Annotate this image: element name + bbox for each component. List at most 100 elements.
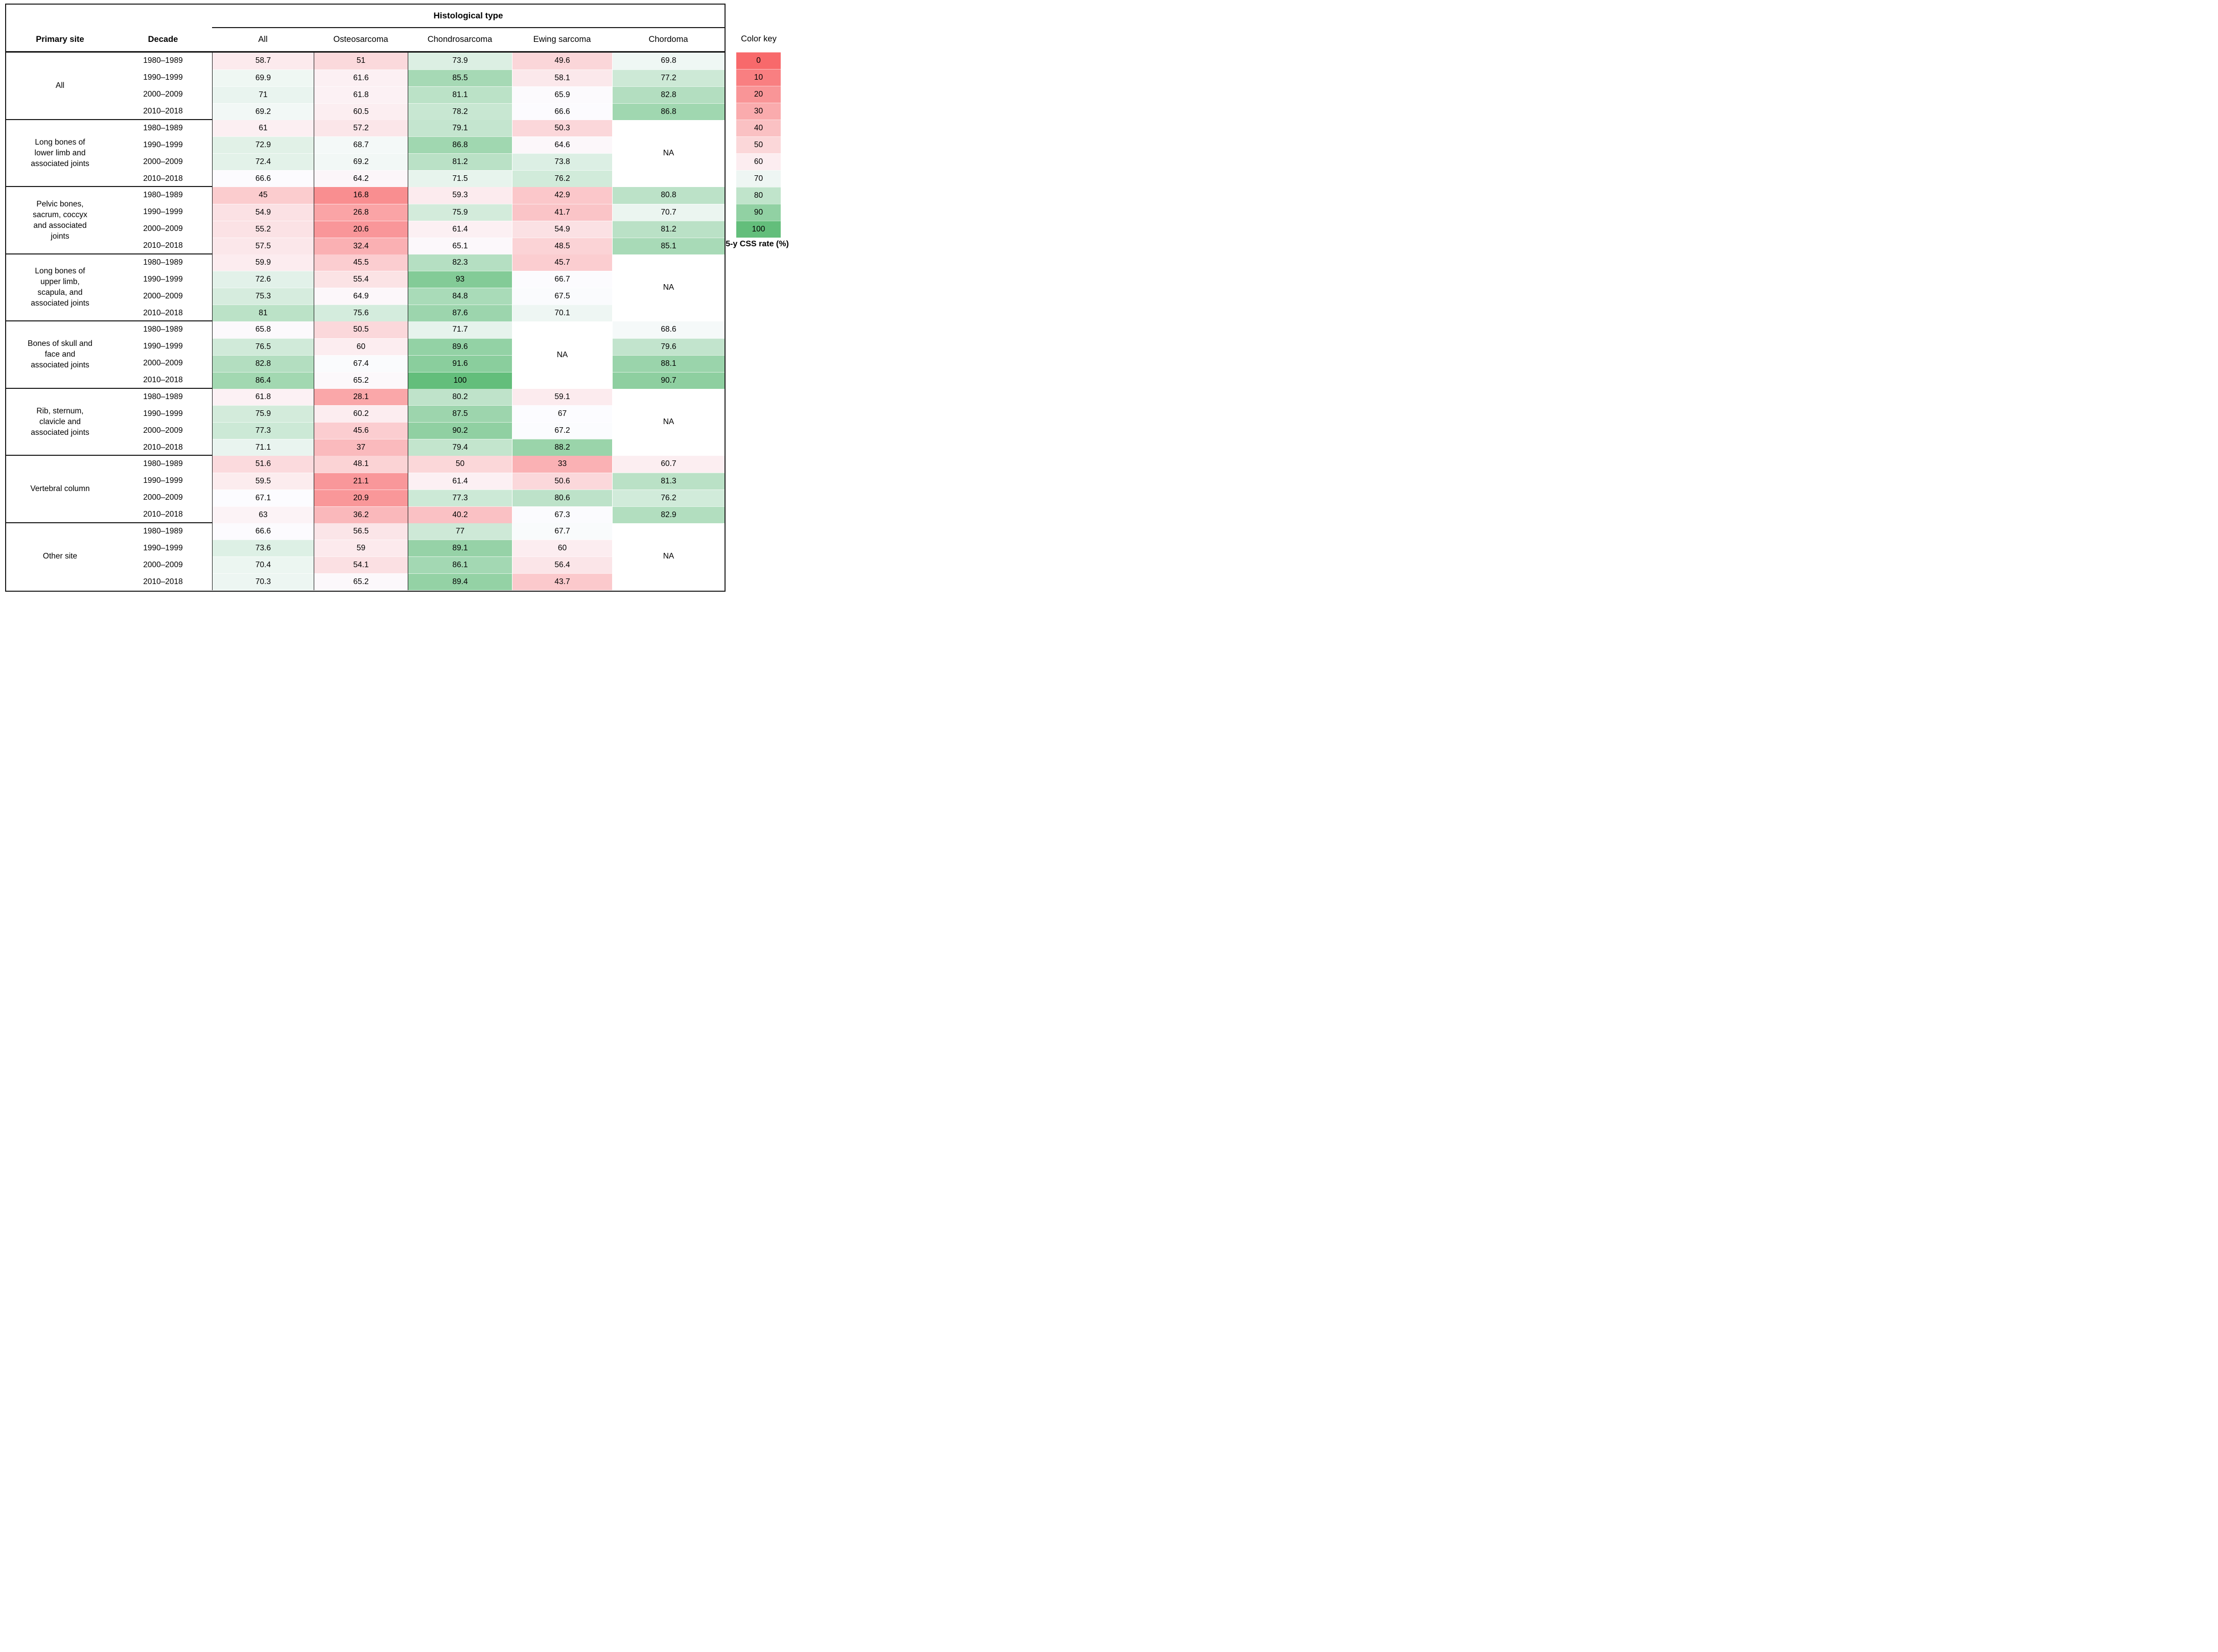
value-cell: 59 (314, 540, 408, 557)
value-cell: 84.8 (408, 288, 512, 305)
value-cell: 51 (314, 53, 408, 69)
site-group-vertebral-column: Vertebral column 1980–1989 1990–1999 2000–2… (6, 456, 725, 523)
value-cell: 59.5 (213, 472, 314, 490)
site-group-pelvic-bones: Pelvic bones, sacrum, coccyx and associa… (6, 187, 725, 254)
decade-cell: 1990–1999 (114, 203, 212, 221)
value-cell: 66.6 (213, 523, 314, 540)
column-osteosarcoma: 48.1 21.1 20.9 36.2 (314, 456, 408, 523)
value-cell: 72.4 (213, 153, 314, 171)
value-cell: 79.4 (408, 439, 512, 456)
decade-cell: 1990–1999 (114, 271, 212, 288)
decade-cell: 2000–2009 (114, 288, 212, 305)
value-cell: 68.6 (613, 321, 725, 338)
value-cell: 61.8 (314, 86, 408, 103)
value-cell: 67.7 (512, 523, 612, 540)
column-chondrosarcoma: 59.3 75.9 61.4 65.1 (408, 187, 512, 254)
decade-cell: 2000–2009 (114, 220, 212, 238)
value-cell: 70.3 (213, 573, 314, 590)
value-cell: 87.5 (408, 405, 512, 423)
value-cell: 65.8 (213, 321, 314, 338)
value-cell: 82.8 (613, 86, 725, 103)
value-cell: 77.2 (613, 69, 725, 86)
site-group-bones-of-skull-and: Bones of skull and face and associated j… (6, 321, 725, 389)
color-key-caption: 5-y CSS rate (%) (726, 240, 789, 248)
column-osteosarcoma: 50.5 60 67.4 65.2 (314, 321, 408, 389)
value-cell: 82.9 (613, 506, 725, 523)
color-key-cell: 70 (736, 170, 781, 187)
group-separator (6, 522, 212, 523)
value-cell: 78.2 (408, 103, 512, 120)
value-cell: 67.3 (512, 506, 612, 523)
na-cell: NA (613, 388, 725, 456)
value-cell: 45.7 (512, 254, 612, 271)
decade-header: Decade (148, 35, 178, 44)
value-cell: 76.2 (613, 489, 725, 506)
primary-site-label: Long bones of upper limb, scapula, and a… (6, 254, 114, 321)
column-ewing_sarcoma-na: NA (512, 321, 612, 389)
value-cell: 65.2 (314, 573, 408, 590)
column-ewing_sarcoma: 59.1 67 67.2 88.2 (512, 388, 612, 456)
primary-site-label: Bones of skull and face and associated j… (6, 321, 114, 389)
col-header-all: All (258, 35, 268, 44)
value-cell: 57.5 (213, 237, 314, 254)
value-cell: 80.2 (408, 388, 512, 406)
column-chondrosarcoma: 79.1 86.8 81.2 71.5 (408, 120, 512, 187)
value-cell: 42.9 (512, 187, 612, 204)
primary-site-label: Vertebral column (6, 456, 114, 523)
na-cell: NA (613, 254, 725, 321)
value-cell: 64.9 (314, 288, 408, 305)
decade-column: 1980–1989 1990–1999 2000–2009 2010–2018 (114, 456, 212, 523)
value-cell: 75.9 (408, 203, 512, 221)
value-cell: 55.4 (314, 271, 408, 288)
column-osteosarcoma: 28.1 60.2 45.6 37 (314, 388, 408, 456)
decade-cell: 1980–1989 (114, 523, 212, 540)
value-cell: 90.7 (613, 371, 725, 389)
site-group-long-bones-of: Long bones of upper limb, scapula, and a… (6, 254, 725, 321)
value-cell: 75.3 (213, 288, 314, 305)
value-cell: 91.6 (408, 355, 512, 372)
value-cell: 70.7 (613, 203, 725, 221)
na-cell: NA (613, 523, 725, 590)
decade-column: 1980–1989 1990–1999 2000–2009 2010–2018 (114, 120, 212, 187)
decade-column: 1980–1989 1990–1999 2000–2009 2010–2018 (114, 523, 212, 590)
value-cell: 70.1 (512, 305, 612, 321)
column-chordoma: 80.8 70.7 81.2 85.1 (612, 187, 725, 254)
value-cell: 80.6 (512, 489, 612, 506)
value-cell: 85.5 (408, 69, 512, 86)
decade-cell: 2000–2009 (114, 355, 212, 372)
value-cell: 86.8 (408, 136, 512, 154)
color-key-cell: 30 (736, 103, 781, 120)
group-separator (6, 320, 212, 321)
value-cell: 59.9 (213, 254, 314, 271)
value-cell: 81.2 (408, 153, 512, 171)
value-cell: 16.8 (314, 187, 408, 204)
value-cell: 51.6 (213, 456, 314, 473)
value-cell: 20.9 (314, 489, 408, 506)
primary-site-header: Primary site (36, 35, 84, 44)
color-key-title: Color key (741, 34, 777, 43)
decade-cell: 2000–2009 (114, 86, 212, 103)
value-cell: 82.8 (213, 355, 314, 372)
value-cell: 54.9 (512, 220, 612, 238)
column-chordoma-na: NA (612, 120, 725, 187)
value-cell: 21.1 (314, 472, 408, 490)
decade-cell: 1980–1989 (114, 456, 212, 473)
value-cell: 26.8 (314, 203, 408, 221)
column-ewing_sarcoma: 33 50.6 80.6 67.3 (512, 456, 612, 523)
value-cell: 59.1 (512, 388, 612, 406)
column-chordoma-na: NA (612, 523, 725, 590)
column-osteosarcoma: 51 61.6 61.8 60.5 (314, 53, 408, 120)
value-cell: 56.5 (314, 523, 408, 540)
decade-column: 1980–1989 1990–1999 2000–2009 2010–2018 (114, 254, 212, 321)
group-separator (6, 455, 212, 456)
value-cell: 81.3 (613, 472, 725, 490)
column-chondrosarcoma: 50 61.4 77.3 40.2 (408, 456, 512, 523)
group-separator (6, 253, 212, 254)
value-cell: 69.2 (213, 103, 314, 120)
value-cell: 69.9 (213, 69, 314, 86)
column-ewing_sarcoma: 45.7 66.7 67.5 70.1 (512, 254, 612, 321)
column-all: 61 72.9 72.4 66.6 (212, 120, 314, 187)
decade-column: 1980–1989 1990–1999 2000–2009 2010–2018 (114, 187, 212, 254)
value-cell: 37 (314, 439, 408, 456)
decade-cell: 1980–1989 (114, 120, 212, 137)
